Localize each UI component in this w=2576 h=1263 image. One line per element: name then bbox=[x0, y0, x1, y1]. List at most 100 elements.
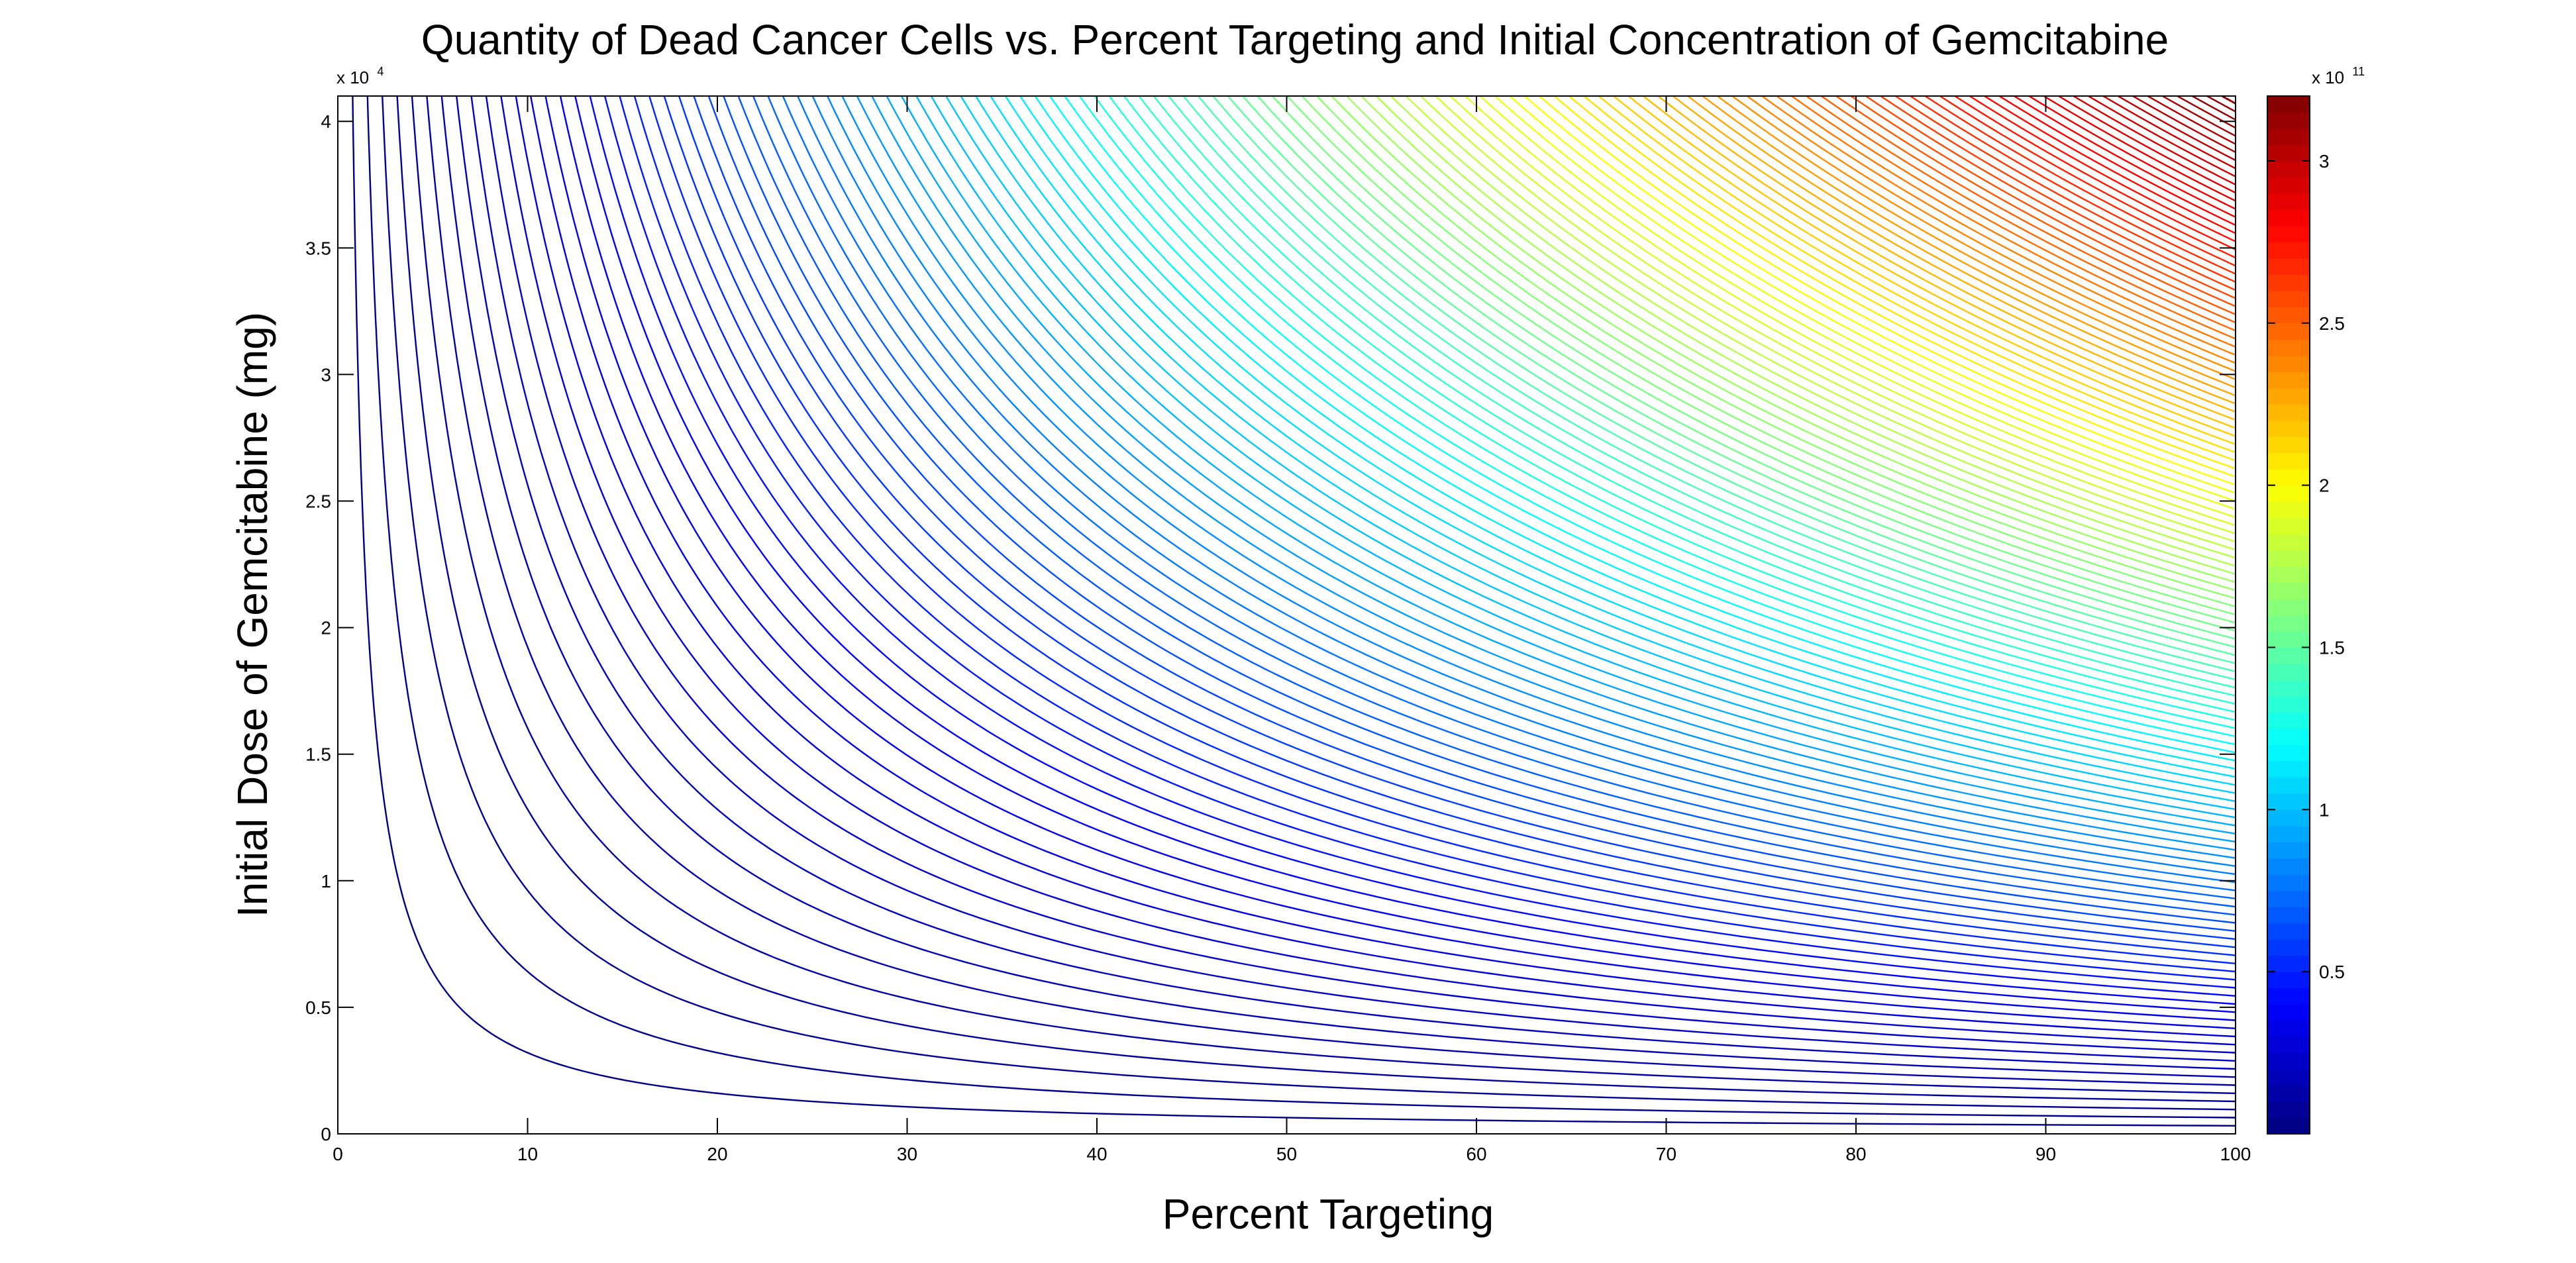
contour-line bbox=[1064, 96, 2236, 737]
contour-line bbox=[975, 96, 2236, 786]
contour-line bbox=[1539, 96, 2236, 478]
contour-line bbox=[411, 96, 2236, 1094]
contour-line bbox=[1598, 96, 2236, 445]
contour-line bbox=[1761, 96, 2236, 356]
contour-line bbox=[456, 96, 2236, 1070]
contour-line bbox=[2206, 96, 2236, 113]
contour-line bbox=[1301, 96, 2236, 607]
contour-line bbox=[1627, 96, 2236, 429]
contour-line bbox=[901, 96, 2236, 827]
colorbar-band bbox=[2267, 712, 2310, 729]
colorbar-band bbox=[2267, 355, 2310, 372]
contour-line bbox=[1138, 96, 2236, 697]
contour-line bbox=[1553, 96, 2236, 470]
contour-line bbox=[648, 96, 2236, 964]
contour-line bbox=[871, 96, 2236, 843]
contour-line bbox=[382, 96, 2236, 1111]
colorbar-band bbox=[2267, 96, 2310, 113]
colorbar-band bbox=[2267, 323, 2310, 340]
contour-line bbox=[1168, 96, 2236, 681]
colorbar-tick-label: 1 bbox=[2319, 799, 2330, 820]
contour-line bbox=[1984, 96, 2236, 234]
colorbar-band bbox=[2267, 436, 2310, 454]
colorbar-band bbox=[2267, 193, 2310, 210]
colorbar-tick-label: 2.5 bbox=[2319, 313, 2345, 334]
colorbar-band bbox=[2267, 1036, 2310, 1054]
y-tick-label: 1 bbox=[321, 871, 331, 891]
colorbar-band bbox=[2267, 1052, 2310, 1070]
contour-line bbox=[886, 96, 2236, 834]
colorbar-band bbox=[2267, 469, 2310, 486]
colorbar-band bbox=[2267, 404, 2310, 421]
contour-line bbox=[352, 96, 2236, 1127]
x-tick-label: 70 bbox=[1656, 1144, 1676, 1164]
y-exponent-label: x 10 4 bbox=[336, 65, 384, 87]
contour-line bbox=[1954, 96, 2236, 250]
colorbar-band bbox=[2267, 258, 2310, 275]
colorbar-gradient bbox=[2267, 96, 2310, 1135]
contour-line bbox=[1227, 96, 2236, 648]
colorbar-band bbox=[2267, 777, 2310, 794]
colorbar-band bbox=[2267, 177, 2310, 194]
colorbar-band bbox=[2267, 501, 2310, 519]
y-tick-label: 3 bbox=[321, 364, 331, 385]
contour-line bbox=[1346, 96, 2236, 583]
contour-line bbox=[1643, 96, 2236, 421]
colorbar-exponent-label: x 10 11 bbox=[2312, 65, 2365, 87]
contour-line bbox=[737, 96, 2236, 916]
contour-line bbox=[1182, 96, 2236, 672]
colorbar-tick-label: 0.5 bbox=[2319, 962, 2345, 982]
y-tick-label: 0 bbox=[321, 1124, 331, 1144]
contour-line bbox=[1583, 96, 2236, 454]
colorbar-band bbox=[2267, 517, 2310, 534]
colorbar-border bbox=[2267, 95, 2310, 1135]
contour-line bbox=[2192, 96, 2236, 121]
contour-line bbox=[1034, 96, 2236, 754]
y-tick-label: 4 bbox=[321, 111, 331, 132]
colorbar-band bbox=[2267, 663, 2310, 681]
colorbar-band bbox=[2267, 290, 2310, 307]
contour-line bbox=[2162, 96, 2236, 137]
contour-line bbox=[1078, 96, 2236, 729]
contour-line bbox=[811, 96, 2236, 876]
colorbar-band bbox=[2267, 695, 2310, 713]
colorbar-band bbox=[2267, 1101, 2310, 1119]
contour-line bbox=[485, 96, 2236, 1054]
contour-line bbox=[1702, 96, 2236, 389]
y-tick-label: 2 bbox=[321, 618, 331, 638]
contour-line bbox=[1717, 96, 2236, 380]
contour-line bbox=[2177, 96, 2236, 128]
contour-line bbox=[2221, 96, 2236, 105]
contour-line bbox=[1198, 96, 2236, 664]
colorbar-band bbox=[2267, 631, 2310, 648]
contour-line bbox=[1776, 96, 2236, 348]
colorbar-band bbox=[2267, 1117, 2310, 1135]
colorbar-band bbox=[2267, 793, 2310, 810]
contour-line bbox=[530, 96, 2236, 1029]
contour-line bbox=[1494, 96, 2236, 502]
contour-line bbox=[1835, 96, 2236, 315]
colorbar-band bbox=[2267, 680, 2310, 697]
contour-lines bbox=[352, 96, 2236, 1127]
y-tick-label: 2.5 bbox=[305, 491, 331, 512]
contour-line bbox=[930, 96, 2236, 811]
contour-line bbox=[915, 96, 2236, 819]
contour-line bbox=[1880, 96, 2236, 291]
colorbar-band bbox=[2267, 907, 2310, 924]
contour-line bbox=[1895, 96, 2236, 283]
contour-line bbox=[1123, 96, 2236, 705]
x-tick-label: 100 bbox=[2220, 1144, 2251, 1164]
contour-line bbox=[515, 96, 2236, 1038]
contour-line bbox=[619, 96, 2236, 981]
contour-line bbox=[2088, 96, 2236, 177]
contour-line bbox=[1523, 96, 2236, 486]
y-tick-label: 3.5 bbox=[305, 238, 331, 258]
colorbar-band bbox=[2267, 534, 2310, 551]
colorbar-ticks: 0.5 1 1.5 2 2.5 3 bbox=[2267, 151, 2345, 982]
contour-line bbox=[396, 96, 2236, 1103]
contour-line bbox=[1465, 96, 2236, 519]
x-axis-label: Percent Targeting bbox=[1162, 1190, 1494, 1238]
contour-line bbox=[1449, 96, 2236, 527]
colorbar-band bbox=[2267, 760, 2310, 778]
contour-line bbox=[990, 96, 2236, 778]
